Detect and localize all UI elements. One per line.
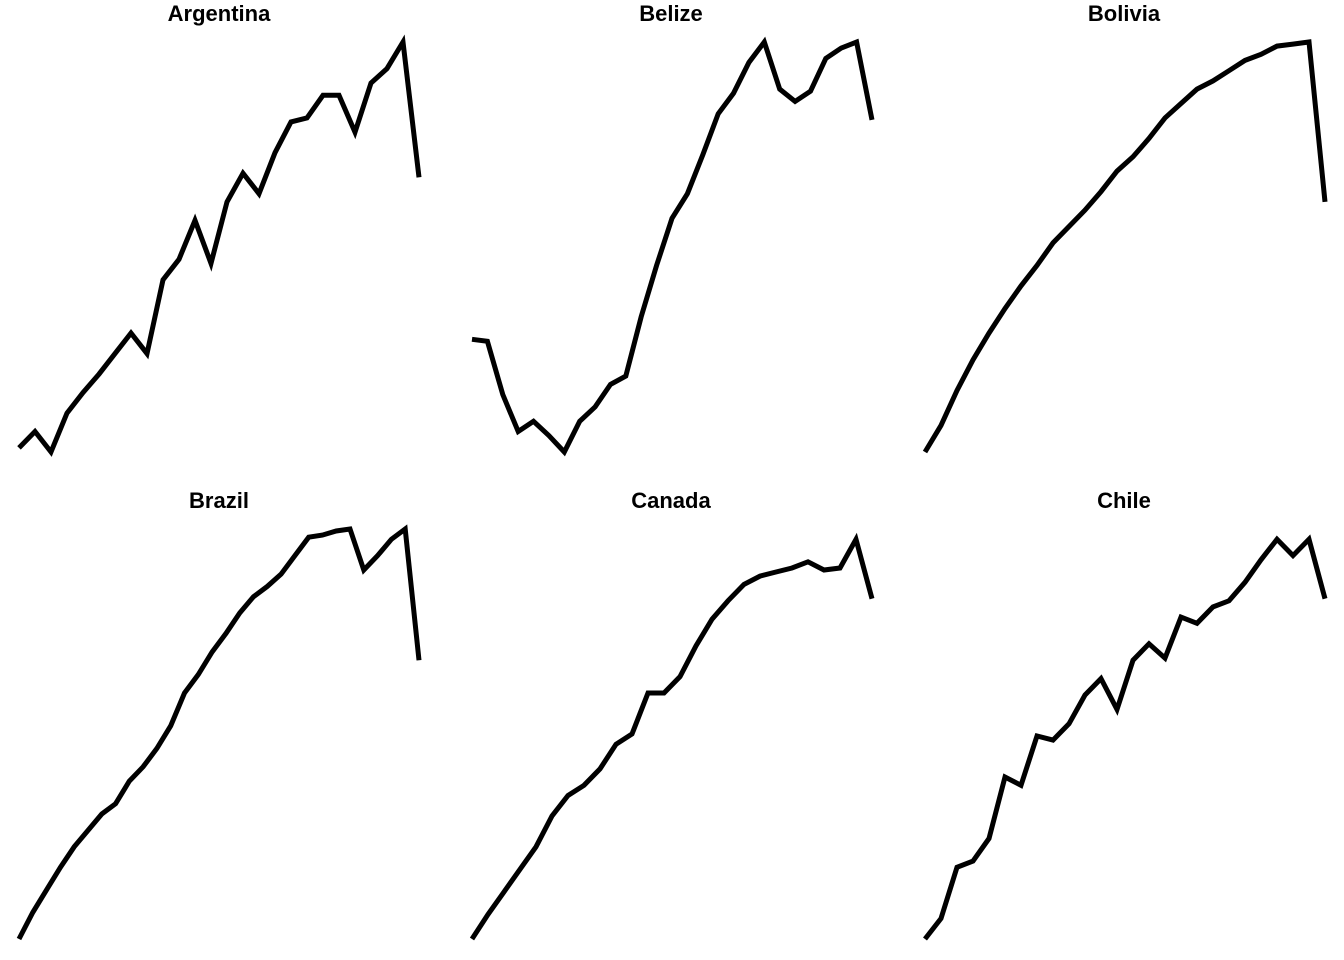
series-line: [16, 524, 422, 941]
panel-canada: Canada: [469, 488, 875, 941]
panel-title: Belize: [639, 1, 703, 26]
panel-argentina: Argentina: [17, 1, 422, 457]
series-line: [922, 39, 1328, 454]
panel-title: Chile: [1097, 488, 1151, 513]
series-line: [471, 36, 875, 457]
panel-title: Argentina: [168, 1, 271, 26]
series-line: [17, 34, 422, 457]
panel-bolivia: Bolivia: [922, 1, 1328, 454]
series-line: [469, 532, 875, 941]
series-line: [923, 534, 1328, 941]
panel-title: Brazil: [189, 488, 249, 513]
panel-belize: Belize: [471, 1, 875, 457]
panel-title: Bolivia: [1088, 1, 1161, 26]
panel-chile: Chile: [923, 488, 1328, 941]
panel-title: Canada: [631, 488, 711, 513]
panel-brazil: Brazil: [16, 488, 422, 941]
